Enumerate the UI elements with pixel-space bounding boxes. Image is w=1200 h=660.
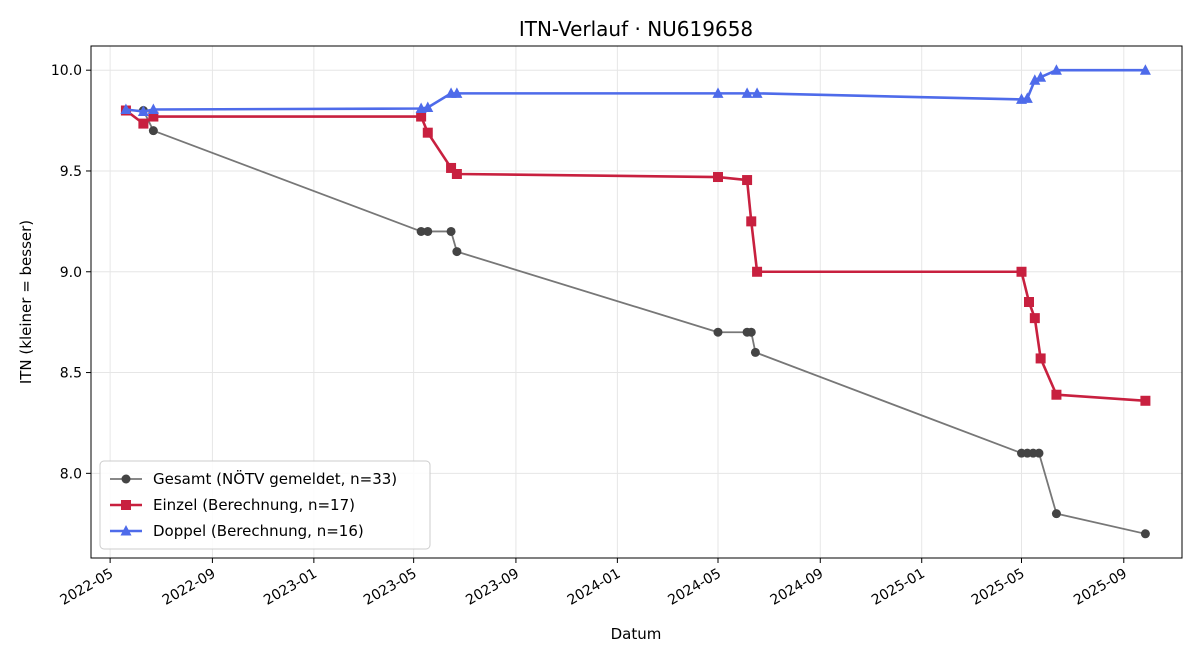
x-tick-label: 2023-05 bbox=[361, 566, 420, 609]
data-point bbox=[423, 226, 433, 236]
legend-marker bbox=[120, 525, 132, 536]
series-layer bbox=[120, 64, 1151, 539]
series-square bbox=[120, 105, 1151, 406]
y-axis-ticks: 8.0 8.5 9.0 9.5 10.0 bbox=[51, 63, 91, 482]
x-tick-label: 2022-09 bbox=[160, 566, 219, 609]
plot-frame bbox=[90, 45, 1183, 559]
data-point bbox=[147, 103, 159, 114]
data-point bbox=[1021, 92, 1033, 103]
legend-item: Einzel (Berechnung, n=17) bbox=[110, 496, 355, 514]
x-tick-label: 2025-01 bbox=[869, 566, 928, 609]
x-tick-label: 2024-09 bbox=[768, 566, 827, 609]
data-point bbox=[137, 105, 149, 117]
legend-box bbox=[99, 460, 431, 550]
x-tick-label: 2025-09 bbox=[1071, 566, 1130, 609]
data-point bbox=[451, 169, 462, 179]
legend: Gesamt (NÖTV gemeldet, n=33) Einzel (Bere… bbox=[99, 460, 431, 550]
data-point bbox=[422, 127, 433, 138]
x-tick-label: 2024-05 bbox=[665, 566, 724, 609]
x-tick-label: 2023-09 bbox=[463, 566, 522, 609]
data-point bbox=[446, 226, 456, 236]
x-tick-label: 2022-05 bbox=[57, 566, 116, 609]
data-point bbox=[1140, 395, 1151, 406]
x-axis-label: Datum bbox=[611, 625, 662, 643]
legend-item: Doppel (Berechnung, n=16) bbox=[110, 522, 364, 540]
legend-label: Gesamt (NÖTV gemeldet, n=33) bbox=[153, 469, 397, 488]
data-point bbox=[416, 111, 427, 122]
series-triangle bbox=[120, 64, 1151, 117]
data-point bbox=[742, 175, 753, 186]
series-line bbox=[125, 109, 1146, 403]
data-point bbox=[741, 87, 753, 98]
data-point bbox=[750, 347, 760, 357]
data-point bbox=[422, 101, 434, 112]
data-point bbox=[120, 103, 132, 114]
data-point bbox=[416, 226, 426, 236]
x-axis-ticks: 2022-05 2022-09 2023-01 2023-05 2023-09 2024-… bbox=[57, 558, 1130, 609]
y-tick-label: 8.0 bbox=[60, 466, 82, 482]
legend-marker bbox=[121, 500, 131, 510]
data-point bbox=[1034, 448, 1044, 458]
x-tick-label: 2025-05 bbox=[969, 566, 1028, 609]
legend-marker bbox=[121, 474, 131, 484]
data-point bbox=[451, 87, 463, 98]
data-point bbox=[1029, 74, 1041, 85]
data-point bbox=[1035, 353, 1046, 364]
data-point bbox=[452, 247, 462, 257]
y-axis-label: ITN (kleiner = besser) bbox=[17, 220, 35, 384]
data-point bbox=[752, 266, 763, 277]
data-point bbox=[138, 118, 149, 129]
legend-item: Gesamt (NÖTV gemeldet, n=33) bbox=[110, 469, 397, 488]
data-point bbox=[746, 216, 757, 227]
chart-title: ITN-Verlauf · NU619658 bbox=[519, 17, 753, 41]
x-tick-label: 2024-01 bbox=[565, 566, 624, 609]
legend-label: Doppel (Berechnung, n=16) bbox=[153, 522, 364, 540]
series-line bbox=[125, 68, 1146, 113]
data-point bbox=[1139, 64, 1151, 75]
y-tick-label: 9.5 bbox=[60, 164, 82, 180]
data-point bbox=[751, 87, 763, 98]
legend-label: Einzel (Berechnung, n=17) bbox=[153, 496, 355, 514]
data-point bbox=[746, 327, 756, 337]
y-tick-label: 9.0 bbox=[60, 265, 82, 281]
data-point bbox=[1050, 64, 1062, 75]
data-point bbox=[1016, 266, 1027, 277]
data-point bbox=[148, 111, 159, 122]
data-point bbox=[446, 162, 457, 173]
data-point bbox=[1051, 389, 1062, 400]
data-point bbox=[1023, 297, 1034, 307]
data-point bbox=[1035, 71, 1047, 82]
data-point bbox=[1051, 509, 1061, 519]
y-tick-label: 8.5 bbox=[60, 366, 82, 382]
data-point bbox=[713, 327, 723, 337]
y-tick-label: 10.0 bbox=[51, 63, 82, 79]
x-tick-label: 2023-01 bbox=[261, 566, 320, 609]
data-point bbox=[1029, 313, 1040, 324]
data-point bbox=[148, 126, 158, 136]
data-point bbox=[712, 87, 724, 98]
data-point bbox=[712, 172, 723, 183]
data-point bbox=[1140, 529, 1150, 539]
